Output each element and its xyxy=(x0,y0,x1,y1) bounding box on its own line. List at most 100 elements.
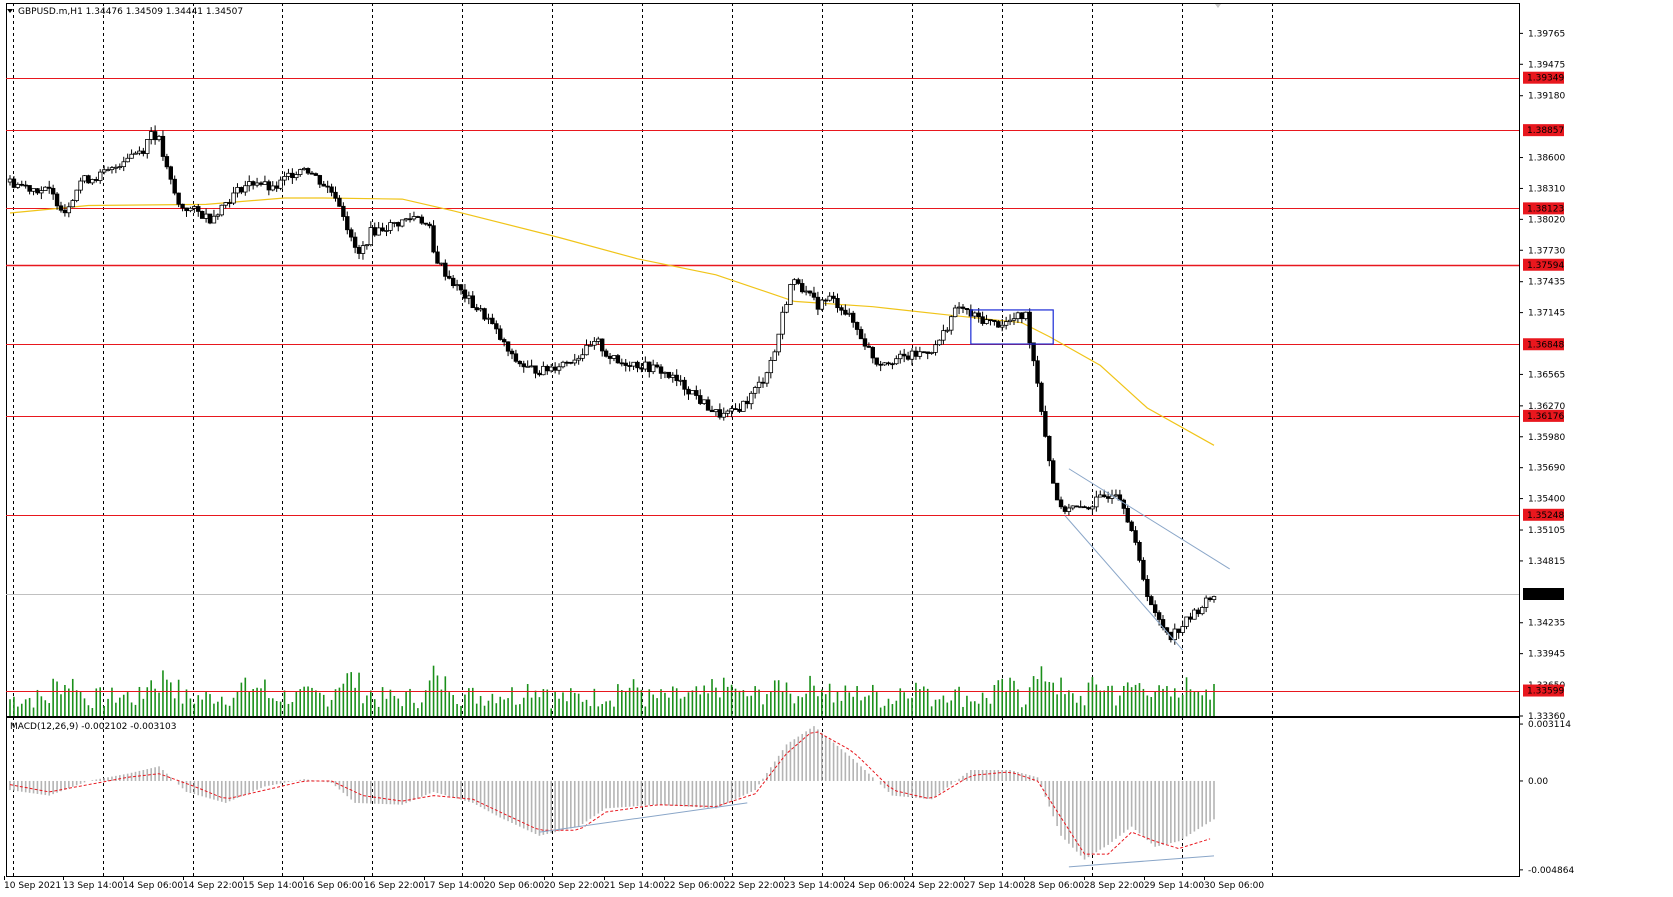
candle-body xyxy=(603,350,609,357)
candle-body xyxy=(7,178,13,183)
macd-divergence-line[interactable] xyxy=(539,802,748,833)
candle xyxy=(909,348,915,366)
candle xyxy=(247,175,252,192)
candle-body xyxy=(737,408,742,412)
candle-body xyxy=(803,290,809,293)
time-tick-label: 22 Sep 06:00 xyxy=(664,881,724,891)
candle-body xyxy=(658,366,664,374)
candle xyxy=(713,409,719,416)
candle-body xyxy=(1054,482,1060,501)
chevron-down-icon[interactable] xyxy=(7,9,13,13)
candle-body xyxy=(352,236,358,248)
macd-subwindow xyxy=(9,726,1215,868)
candle-body xyxy=(227,202,232,204)
level-price-tag xyxy=(1523,258,1564,271)
candle xyxy=(1027,308,1032,349)
candle xyxy=(1062,505,1068,515)
candle xyxy=(1070,505,1076,511)
candle xyxy=(43,186,48,191)
price-tick-label: 1.38600 xyxy=(1528,154,1565,164)
candle-body xyxy=(1078,506,1083,509)
moving-average xyxy=(9,197,1215,446)
candle-body xyxy=(145,139,150,154)
candle xyxy=(333,186,338,202)
candle-body xyxy=(784,304,789,313)
candle xyxy=(843,304,848,316)
candle-body xyxy=(50,187,56,195)
candle-body xyxy=(870,346,876,359)
candle-body xyxy=(1129,521,1134,531)
candle-body xyxy=(498,328,503,340)
candle xyxy=(47,180,52,194)
level-price-tag xyxy=(1523,202,1564,215)
candle-body xyxy=(1019,312,1025,320)
candle-body xyxy=(298,169,303,175)
candle xyxy=(1003,316,1009,330)
candle xyxy=(447,270,452,280)
time-tick-label: 14 Sep 06:00 xyxy=(123,881,183,891)
candle-body xyxy=(219,204,224,216)
candle-body xyxy=(599,338,605,352)
candle-body xyxy=(294,174,299,179)
candle xyxy=(501,337,507,347)
price-tick-label: 1.34235 xyxy=(1528,619,1565,629)
candle xyxy=(117,163,123,170)
candle-body xyxy=(176,192,181,205)
candle xyxy=(23,180,28,189)
candle-body xyxy=(82,175,87,182)
time-tick-label: 30 Sep 06:00 xyxy=(1204,881,1264,891)
macd-label: MACD(12,26,9) -0.002102 -0.003103 xyxy=(10,722,176,732)
candle xyxy=(1180,620,1185,635)
candle xyxy=(823,298,828,306)
candle-body xyxy=(576,357,581,361)
candle-body xyxy=(549,366,554,372)
channel-line[interactable] xyxy=(1064,515,1184,651)
candle xyxy=(650,359,656,375)
candle xyxy=(1149,594,1154,606)
candle xyxy=(862,333,868,350)
candle xyxy=(482,307,487,322)
candle-body xyxy=(1192,609,1197,620)
drawn-objects[interactable] xyxy=(970,4,1230,651)
candle xyxy=(533,365,538,379)
candle xyxy=(686,386,691,400)
channel-line[interactable] xyxy=(1068,468,1230,570)
rectangle-object[interactable] xyxy=(970,309,1054,345)
candle-body xyxy=(1011,318,1017,321)
candle-body xyxy=(1098,494,1103,498)
candle xyxy=(1145,575,1150,602)
candle-body xyxy=(941,330,946,341)
candle-body xyxy=(984,319,989,324)
candle xyxy=(125,153,130,163)
candle-body xyxy=(807,290,813,294)
candle xyxy=(313,172,319,176)
candle-body xyxy=(403,218,409,221)
macd-divergence-line[interactable] xyxy=(1068,855,1215,868)
candle xyxy=(427,221,432,229)
candle-body xyxy=(678,379,683,382)
horizontal-levels[interactable] xyxy=(6,78,1519,692)
candle xyxy=(556,363,562,375)
candle xyxy=(160,130,166,161)
price-tick-label: 1.39180 xyxy=(1528,92,1565,102)
candle xyxy=(847,308,852,317)
candle xyxy=(882,362,887,366)
candle-body xyxy=(839,307,844,311)
candle-body xyxy=(262,181,268,185)
candle-body xyxy=(54,193,60,207)
shift-marker-icon[interactable] xyxy=(1215,4,1221,8)
candle xyxy=(835,293,840,313)
candle-body xyxy=(101,169,107,173)
candle xyxy=(1196,607,1201,617)
candle xyxy=(352,232,358,254)
time-tick-label: 27 Sep 14:00 xyxy=(964,881,1024,891)
candle xyxy=(129,149,134,159)
candle-body xyxy=(376,227,381,236)
candle xyxy=(1051,458,1056,484)
candle-body xyxy=(1176,628,1181,633)
candle-body xyxy=(627,365,632,367)
candle xyxy=(470,291,475,309)
candle xyxy=(854,321,860,336)
